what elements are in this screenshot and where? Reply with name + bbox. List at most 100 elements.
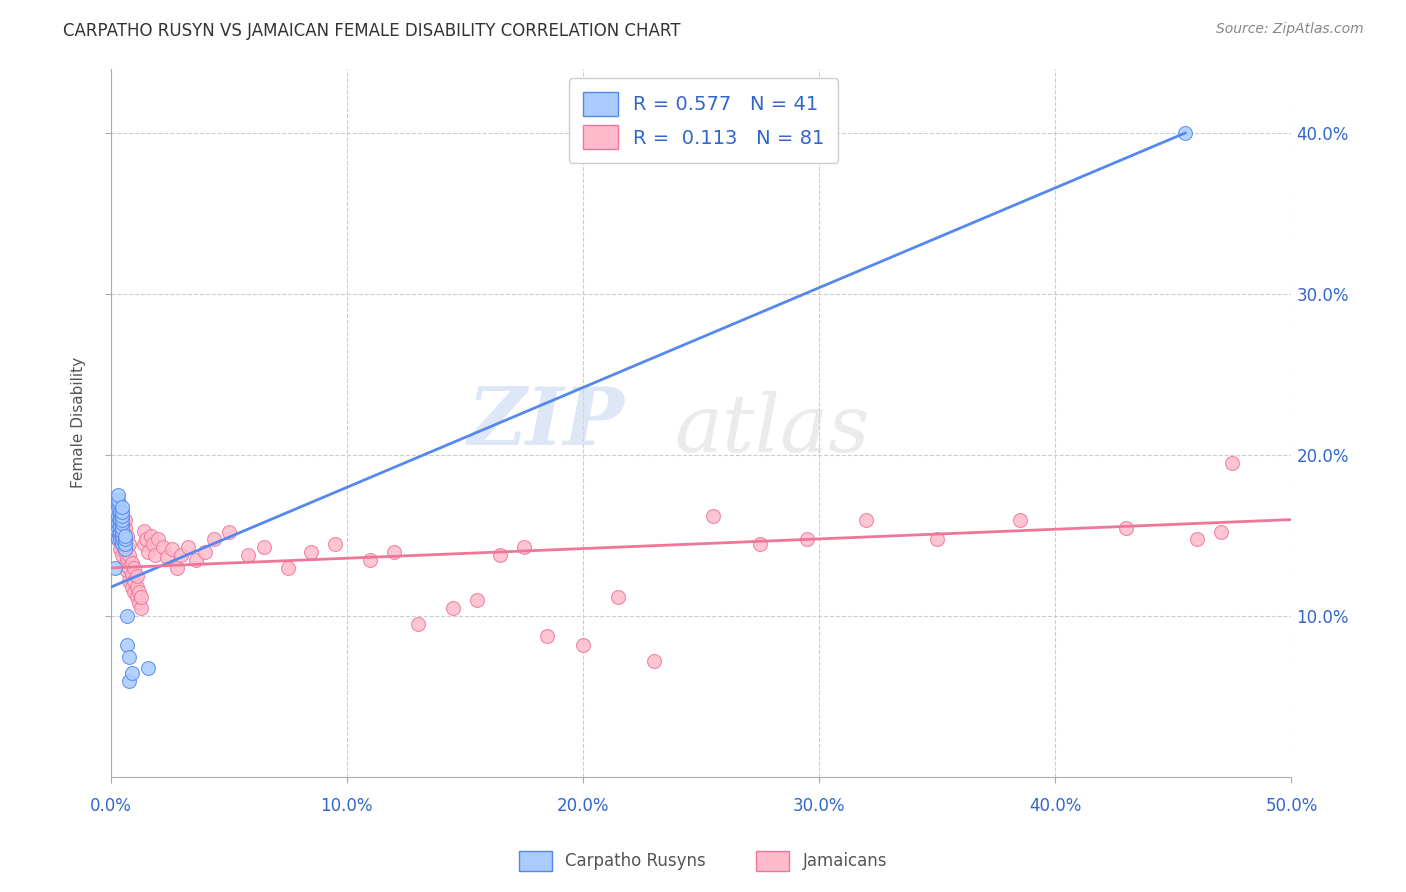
Point xyxy=(111,525,134,540)
Point xyxy=(114,545,136,559)
Point xyxy=(114,529,136,543)
Point xyxy=(132,524,155,538)
Point xyxy=(1115,521,1137,535)
Point xyxy=(536,629,558,643)
Point xyxy=(121,665,143,680)
Point xyxy=(1008,512,1031,526)
Point xyxy=(107,496,129,510)
Point xyxy=(170,548,193,562)
Point xyxy=(142,537,165,551)
Point xyxy=(118,561,141,575)
Point xyxy=(111,548,134,562)
Point xyxy=(146,532,169,546)
Point xyxy=(114,558,136,572)
Point xyxy=(108,508,131,522)
Point xyxy=(122,585,145,599)
Point xyxy=(121,580,143,594)
Point xyxy=(145,548,167,562)
Point xyxy=(194,545,217,559)
Point xyxy=(513,540,536,554)
Point xyxy=(489,548,512,562)
Point xyxy=(114,532,136,546)
Point xyxy=(277,561,299,575)
Point xyxy=(218,525,240,540)
Point xyxy=(125,569,148,583)
Legend: R = 0.577   N = 41, R =  0.113   N = 81: R = 0.577 N = 41, R = 0.113 N = 81 xyxy=(569,78,838,162)
Point xyxy=(107,488,129,502)
Point xyxy=(129,601,152,615)
Point xyxy=(749,537,772,551)
Point xyxy=(111,504,134,518)
Point xyxy=(184,553,207,567)
Point xyxy=(1174,126,1197,140)
Point xyxy=(160,541,183,556)
Point xyxy=(118,574,141,588)
Point xyxy=(114,521,136,535)
Point xyxy=(236,548,259,562)
Point xyxy=(138,661,160,675)
Text: 10.0%: 10.0% xyxy=(321,797,373,815)
Point xyxy=(125,590,148,604)
Point xyxy=(121,556,143,570)
Text: 30.0%: 30.0% xyxy=(793,797,845,815)
Point xyxy=(111,512,134,526)
Text: 0.0%: 0.0% xyxy=(90,797,132,815)
Point xyxy=(122,574,145,588)
Text: 40.0%: 40.0% xyxy=(1029,797,1081,815)
Point xyxy=(108,541,131,556)
Point xyxy=(108,519,131,533)
Text: ZIP: ZIP xyxy=(467,384,624,462)
Text: CARPATHO RUSYN VS JAMAICAN FEMALE DISABILITY CORRELATION CHART: CARPATHO RUSYN VS JAMAICAN FEMALE DISABI… xyxy=(63,22,681,40)
Point xyxy=(107,516,129,530)
Text: 20.0%: 20.0% xyxy=(557,797,609,815)
Point xyxy=(1209,525,1232,540)
Point xyxy=(1185,532,1208,546)
Point xyxy=(107,500,129,514)
Point xyxy=(115,529,138,543)
Point xyxy=(115,638,138,652)
Point xyxy=(299,545,322,559)
Point xyxy=(855,512,877,526)
Text: atlas: atlas xyxy=(673,392,869,469)
Point xyxy=(104,521,127,535)
Point xyxy=(111,532,134,546)
Point xyxy=(135,532,157,546)
Point xyxy=(253,540,276,554)
Point xyxy=(108,504,131,518)
Point xyxy=(138,545,160,559)
Point xyxy=(111,521,134,535)
Point xyxy=(607,590,630,604)
Point xyxy=(111,537,134,551)
Point xyxy=(118,548,141,562)
Point xyxy=(108,525,131,540)
Text: 50.0%: 50.0% xyxy=(1265,797,1317,815)
Y-axis label: Female Disability: Female Disability xyxy=(72,358,86,489)
Point xyxy=(111,529,134,543)
Point xyxy=(166,561,188,575)
Point xyxy=(177,540,200,554)
Point xyxy=(114,512,136,526)
Point xyxy=(406,617,429,632)
Point xyxy=(465,593,488,607)
Point xyxy=(111,524,134,538)
Point xyxy=(152,540,174,554)
Point xyxy=(118,649,141,664)
Point xyxy=(111,509,134,524)
Point xyxy=(107,532,129,546)
Point xyxy=(382,545,405,559)
Point xyxy=(104,521,127,535)
Point xyxy=(104,561,127,575)
Point xyxy=(114,532,136,546)
Point xyxy=(111,516,134,530)
Point xyxy=(125,580,148,594)
Point xyxy=(114,541,136,556)
Point xyxy=(1222,456,1244,470)
Point xyxy=(118,673,141,688)
Point xyxy=(111,537,134,551)
Point xyxy=(115,609,138,624)
Point xyxy=(107,509,129,524)
Point xyxy=(111,512,134,526)
Point xyxy=(108,512,131,526)
Point xyxy=(107,516,129,530)
Legend: Carpatho Rusyns, Jamaicans: Carpatho Rusyns, Jamaicans xyxy=(510,842,896,880)
